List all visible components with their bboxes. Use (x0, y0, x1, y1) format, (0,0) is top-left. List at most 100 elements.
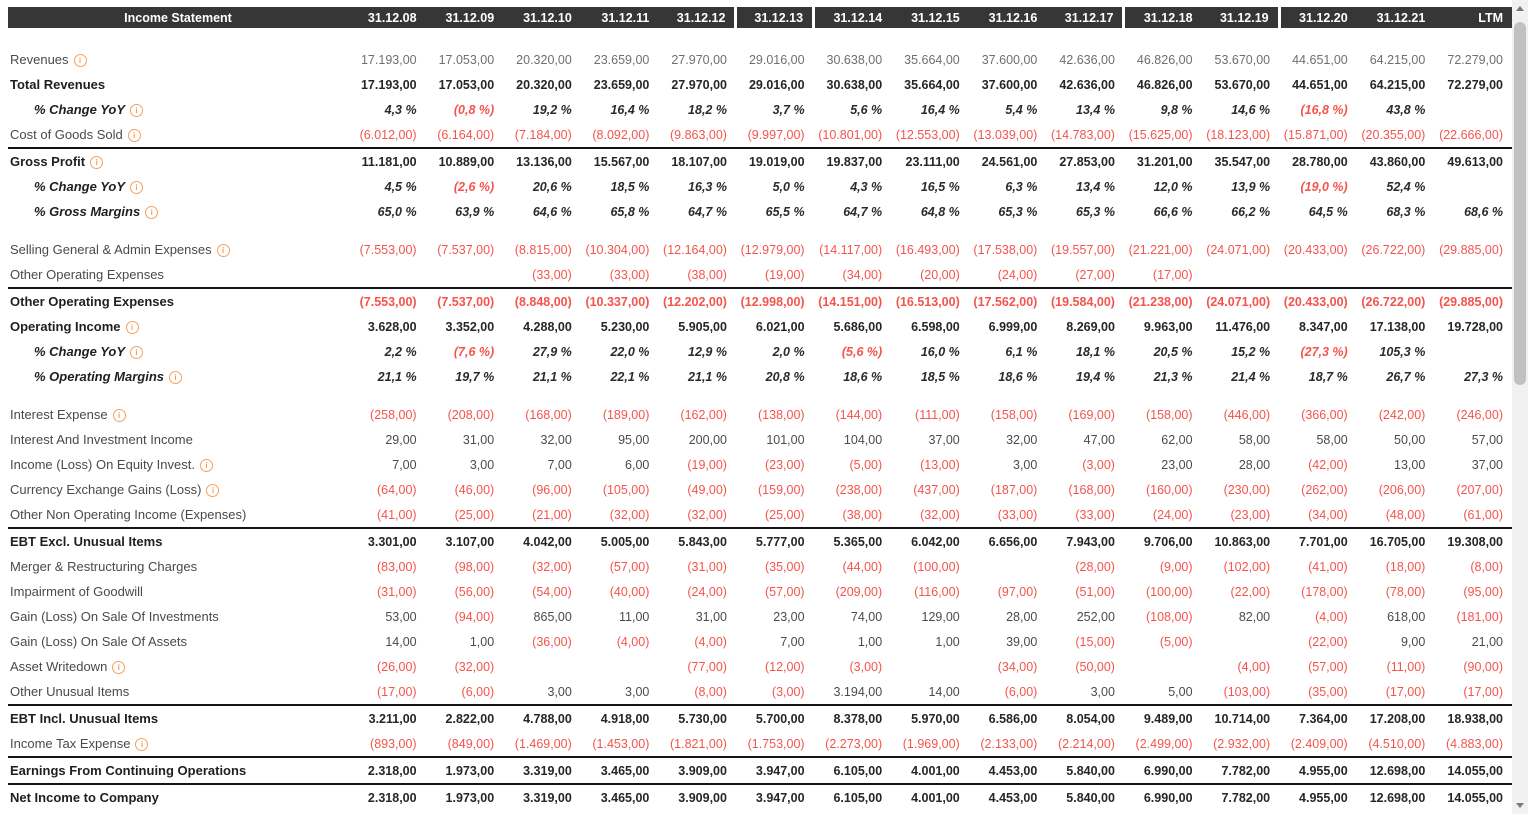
cell: (7.184,00) (514, 127, 572, 142)
row-label: EBT Incl. Unusual Items (8, 704, 348, 731)
row-label-text: Gross Profit (10, 153, 86, 169)
cell: 3,00 (547, 684, 572, 699)
column-header-31.12.14[interactable]: 31.12.14 (812, 7, 892, 28)
cell: 20,8 % (765, 369, 805, 384)
spacer-row (8, 389, 1512, 402)
cell: (9.997,00) (747, 127, 805, 142)
column-header-31.12.17[interactable]: 31.12.17 (1046, 7, 1124, 28)
info-icon[interactable]: i (112, 661, 126, 675)
column-header-31.12.16[interactable]: 31.12.16 (968, 7, 1047, 28)
cell: (97,00) (997, 584, 1038, 599)
column-header-31.12.09[interactable]: 31.12.09 (425, 7, 504, 28)
info-icon[interactable]: i (112, 409, 126, 423)
cell: 23,00 (773, 609, 805, 624)
column-header-31.12.12[interactable]: 31.12.12 (658, 7, 736, 28)
column-header-31.12.10[interactable]: 31.12.10 (503, 7, 581, 28)
row-label-text: % Change YoY (34, 178, 126, 194)
cell: (208,00) (447, 407, 495, 422)
column-header-31.12.11[interactable]: 31.12.11 (580, 7, 659, 28)
cell: 66,2 % (1231, 204, 1271, 219)
cell: (100,00) (913, 559, 960, 574)
cell: 16,4 % (920, 102, 960, 117)
info-icon[interactable]: i (90, 156, 104, 170)
column-header-31.12.19[interactable]: 31.12.19 (1201, 7, 1280, 28)
scroll-up-button[interactable] (1512, 0, 1528, 17)
cell: 3,00 (1013, 457, 1038, 472)
table-row: Cost of Goods Sold i (6.012,00) (6.164,00) (… (8, 122, 1512, 148)
cell: 3.194,00 (833, 684, 883, 699)
info-icon[interactable]: i (130, 104, 144, 118)
cell: (20.355,00) (1361, 127, 1426, 142)
cell: (78,00) (1385, 584, 1426, 599)
column-header-31.12.08[interactable]: 31.12.08 (348, 7, 426, 28)
scroll-down-button[interactable] (1512, 797, 1528, 814)
info-icon[interactable]: i (169, 371, 183, 385)
cell: 6,00 (625, 457, 650, 472)
cell: 16,5 % (920, 179, 960, 194)
table-row: Other Operating Expenses (7.553,00) (7.537… (8, 287, 1512, 314)
cell: 31.201,00 (1123, 147, 1202, 174)
column-header-31.12.20[interactable]: 31.12.20 (1277, 7, 1357, 28)
cell: 26,7 % (1386, 369, 1426, 384)
cell: (2.273,00) (825, 736, 883, 751)
cell: (4,00) (694, 634, 727, 649)
cell: (7,6 %) (453, 344, 495, 359)
cell: (64,00) (376, 482, 417, 497)
row-label-text: EBT Incl. Unusual Items (10, 711, 159, 726)
cell: (162,00) (680, 407, 727, 422)
cell: 4.955,00 (1279, 756, 1357, 784)
vertical-scrollbar[interactable] (1512, 0, 1528, 814)
info-icon[interactable]: i (127, 129, 141, 143)
info-icon[interactable]: i (199, 459, 213, 473)
column-header-31.12.15[interactable]: 31.12.15 (891, 7, 969, 28)
column-header-31.12.18[interactable]: 31.12.18 (1122, 7, 1202, 28)
info-icon[interactable]: i (206, 484, 220, 498)
row-label-text: % Operating Margins (34, 368, 165, 384)
cell: 9.963,00 (1143, 319, 1193, 334)
column-header-LTM[interactable]: LTM (1434, 7, 1512, 28)
cell: (1.469,00) (514, 736, 572, 751)
cell: 31,00 (695, 609, 727, 624)
info-icon[interactable]: i (216, 244, 230, 258)
cell (1202, 629, 1280, 654)
cell: (7.553,00) (359, 242, 417, 257)
cell: 27.970,00 (671, 77, 727, 92)
cell: 64,7 % (843, 204, 883, 219)
row-label: EBT Excl. Unusual Items (8, 527, 348, 554)
table-row: Net Income to Company 2.318,00 1.973,00 3.3… (8, 783, 1512, 810)
info-icon[interactable]: i (125, 321, 139, 335)
cell: 12,0 % (1153, 179, 1193, 194)
cell: (169,00) (1068, 407, 1115, 422)
column-header-31.12.21[interactable]: 31.12.21 (1356, 7, 1435, 28)
cell: 22,1 % (610, 369, 650, 384)
cell: (40,00) (609, 584, 650, 599)
cell: 10.889,00 (425, 147, 504, 174)
cell: (187,00) (990, 482, 1038, 497)
column-header-31.12.13[interactable]: 31.12.13 (734, 7, 814, 28)
cell: 5.970,00 (891, 704, 969, 731)
cell: (48,00) (1385, 507, 1426, 522)
cell: 16,0 % (920, 344, 960, 359)
cell: (19,00) (687, 457, 727, 472)
info-icon[interactable]: i (130, 346, 144, 360)
cell: 21,1 % (532, 369, 572, 384)
cell: 21,1 % (688, 369, 727, 384)
info-icon[interactable]: i (135, 738, 149, 752)
scrollbar-thumb[interactable] (1514, 22, 1526, 385)
cell: (49,00) (687, 482, 727, 497)
info-icon[interactable]: i (130, 181, 144, 195)
info-icon[interactable]: i (73, 54, 87, 68)
cell: 7.701,00 (1279, 527, 1357, 554)
cell: (849,00) (447, 736, 495, 751)
cell: 64,6 % (532, 204, 572, 219)
cell: 9.706,00 (1123, 527, 1202, 554)
cell: (24,00) (687, 584, 727, 599)
info-icon[interactable]: i (145, 206, 159, 220)
cell: 3.465,00 (580, 783, 659, 810)
row-label-text: Selling General & Admin Expenses (10, 241, 212, 257)
cell: 29.016,00 (748, 77, 805, 92)
cell: (238,00) (835, 482, 883, 497)
table-row: EBT Incl. Unusual Items 3.211,00 2.822,00 4… (8, 704, 1512, 731)
cell: 2.318,00 (348, 783, 426, 810)
cell: (26,00) (376, 659, 417, 674)
